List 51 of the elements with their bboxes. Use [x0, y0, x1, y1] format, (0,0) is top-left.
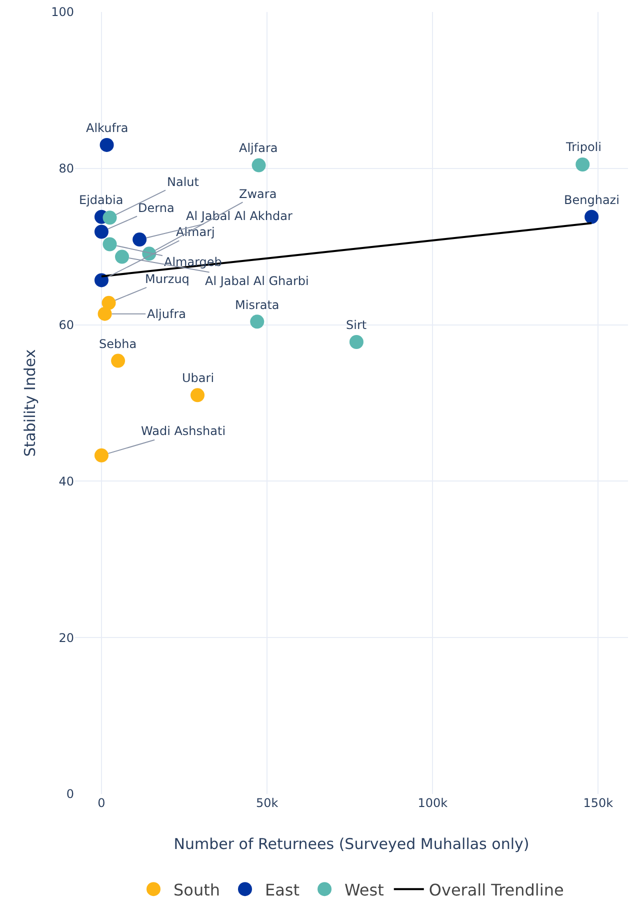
annotation: Nalut: [167, 175, 200, 189]
legend-label: East: [265, 880, 300, 900]
annotation: Misrata: [235, 298, 280, 312]
point: [190, 388, 205, 402]
annotation: Aljfara: [239, 141, 278, 155]
y-tick-label: 60: [58, 318, 74, 332]
point: [584, 210, 599, 224]
annotation: Sirt: [346, 318, 367, 332]
x-tick-label: 100k: [418, 796, 448, 810]
x-tick-label: 0: [98, 796, 106, 810]
annotation: Aljufra: [147, 307, 186, 321]
annotation: Sebha: [99, 337, 137, 351]
legend-label: Overall Trendline: [428, 880, 564, 900]
annotation: Almargeb: [164, 255, 222, 269]
point: [252, 158, 266, 172]
annotation: Ejdabia: [79, 193, 124, 207]
annotation: Alkufra: [86, 121, 128, 135]
y-axis-title: Stability Index: [21, 349, 39, 457]
point: [102, 237, 117, 252]
annotation: Tripoli: [565, 140, 602, 154]
annotation: Zwara: [239, 187, 277, 201]
y-tick-label: 20: [58, 630, 74, 645]
point: [115, 250, 130, 264]
y-tick-label: 100: [51, 5, 74, 20]
annotation: Almarj: [176, 225, 215, 239]
point: [94, 224, 108, 239]
point: [132, 232, 147, 247]
point: [100, 138, 114, 152]
x-tick-label: 150k: [583, 796, 614, 810]
point: [250, 314, 264, 329]
point: [98, 306, 112, 321]
annotation: Benghazi: [564, 193, 620, 207]
point: [349, 335, 364, 349]
point: [102, 210, 117, 225]
point: [94, 448, 108, 462]
legend-label: South: [174, 880, 220, 900]
point: [576, 157, 590, 172]
annotation: Murzuq: [145, 272, 190, 286]
legend-label: West: [344, 880, 384, 900]
annotation: Wadi Ashshati: [141, 424, 226, 438]
x-axis-title: Number of Returnees (Surveyed Muhallas only): [174, 835, 530, 853]
annotation: Al Jabal Al Gharbi: [205, 274, 309, 288]
y-tick-label: 80: [58, 162, 74, 176]
x-tick-label: 50k: [256, 796, 278, 810]
point: [102, 296, 116, 310]
y-tick-label: 40: [58, 474, 74, 488]
point: [94, 273, 108, 288]
annotation: Ubari: [182, 371, 214, 385]
annotation: Al Jabal Al Akhdar: [186, 209, 292, 223]
annotation: Derna: [138, 201, 174, 215]
point: [111, 354, 126, 368]
